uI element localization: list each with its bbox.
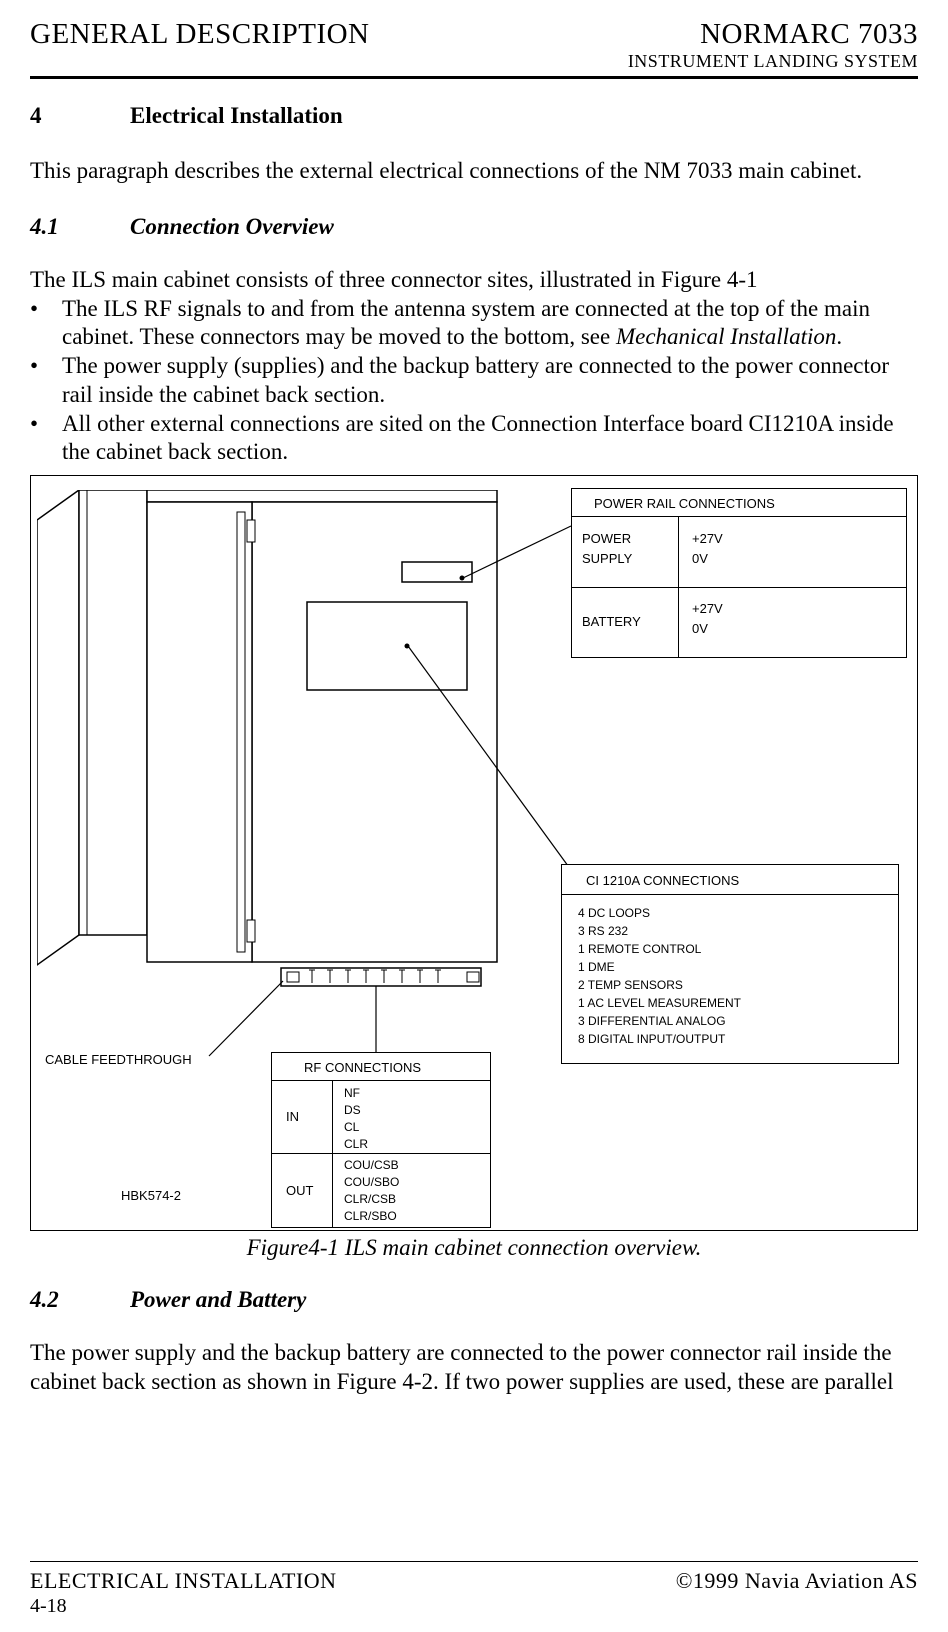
hbk-label: HBK574-2 [121,1188,181,1204]
section-4-intro: This paragraph describes the external el… [30,157,918,186]
bullet-marker: • [30,295,62,353]
section-4-1-intro: The ILS main cabinet consists of three c… [30,266,918,295]
footer-right: ©1999 Navia Aviation AS [676,1568,918,1594]
bullet-1-text: The ILS RF signals to and from the anten… [62,295,918,353]
section-4-1-body: The ILS main cabinet consists of three c… [30,266,918,467]
section-4-2-para: The power supply and the backup battery … [30,1339,918,1397]
ci-l7: 3 DIFFERENTIAL ANALOG [578,1013,726,1029]
ci-title: CI 1210A CONNECTIONS [586,873,739,889]
bullet-2: • The power supply (supplies) and the ba… [30,352,918,410]
cable-feedthrough-label: CABLE FEEDTHROUGH [45,1052,192,1068]
figure-4-1-caption: Figure4-1 ILS main cabinet connection ov… [30,1235,918,1261]
rf-out-4: CLR/SBO [344,1208,397,1224]
bullet-3-text: All other external connections are sited… [62,410,918,468]
bullet-1-italic: Mechanical Installation [616,324,836,349]
cabinet-drawing [37,490,527,990]
page-header: GENERAL DESCRIPTION NORMARC 7033 INSTRUM… [30,0,918,72]
power-supply-v2: 0V [692,551,708,567]
rf-out-2: COU/SBO [344,1174,399,1190]
rf-in-2: DS [344,1102,361,1118]
section-4-title: Electrical Installation [130,103,343,128]
ci-l1: 4 DC LOOPS [578,905,650,921]
rf-out-1: COU/CSB [344,1157,399,1173]
rf-title: RF CONNECTIONS [304,1060,421,1076]
battery-v1: +27V [692,601,723,617]
footer-left: ELECTRICAL INSTALLATION [30,1568,337,1594]
bullet-marker: • [30,410,62,468]
section-4-1-title: Connection Overview [130,214,334,239]
bullet-marker: • [30,352,62,410]
header-right: NORMARC 7033 INSTRUMENT LANDING SYSTEM [628,18,918,72]
rf-in-1: NF [344,1085,360,1101]
rf-in-4: CLR [344,1136,368,1152]
page-number: 4-18 [30,1595,67,1618]
footer-rule [30,1561,918,1562]
bullet-3: • All other external connections are sit… [30,410,918,468]
ci-l3: 1 REMOTE CONTROL [578,941,701,957]
rf-out-3: CLR/CSB [344,1191,396,1207]
page-footer: ELECTRICAL INSTALLATION ©1999 Navia Avia… [30,1568,918,1594]
power-supply-label-2: SUPPLY [582,551,632,567]
battery-label: BATTERY [582,614,641,630]
header-rule [30,76,918,79]
bullet-1-part-c: . [836,324,842,349]
bullet-2-text: The power supply (supplies) and the back… [62,352,918,410]
power-rail-table: POWER RAIL CONNECTIONS POWER SUPPLY +27V… [571,488,907,658]
rf-out-label: OUT [286,1183,313,1199]
section-4-2-number: 4.2 [30,1287,130,1313]
section-4-1-heading: 4.1Connection Overview [30,214,918,240]
rf-table: RF CONNECTIONS IN OUT NF DS CL CLR COU/C… [271,1052,491,1228]
battery-v2: 0V [692,621,708,637]
power-rail-title: POWER RAIL CONNECTIONS [594,496,775,512]
section-4-2-heading: 4.2Power and Battery [30,1287,918,1313]
section-4-1-number: 4.1 [30,214,130,240]
rf-in-3: CL [344,1119,359,1135]
ci-l5: 2 TEMP SENSORS [578,977,683,993]
header-subtitle: INSTRUMENT LANDING SYSTEM [628,51,918,72]
ci-l6: 1 AC LEVEL MEASUREMENT [578,995,741,1011]
section-4-2-title: Power and Battery [130,1287,306,1312]
ci-l2: 3 RS 232 [578,923,628,939]
ci-l4: 1 DME [578,959,615,975]
rf-in-label: IN [286,1109,299,1125]
power-supply-label-1: POWER [582,531,631,547]
ci-table: CI 1210A CONNECTIONS 4 DC LOOPS 3 RS 232… [561,864,899,1064]
header-product: NORMARC 7033 [628,18,918,51]
section-4-number: 4 [30,103,130,129]
figure-4-1: POWER RAIL CONNECTIONS POWER SUPPLY +27V… [30,475,918,1231]
ci-l8: 8 DIGITAL INPUT/OUTPUT [578,1031,725,1047]
power-supply-v1: +27V [692,531,723,547]
bullet-1: • The ILS RF signals to and from the ant… [30,295,918,353]
section-4-heading: 4Electrical Installation [30,103,918,129]
header-left: GENERAL DESCRIPTION [30,18,370,51]
